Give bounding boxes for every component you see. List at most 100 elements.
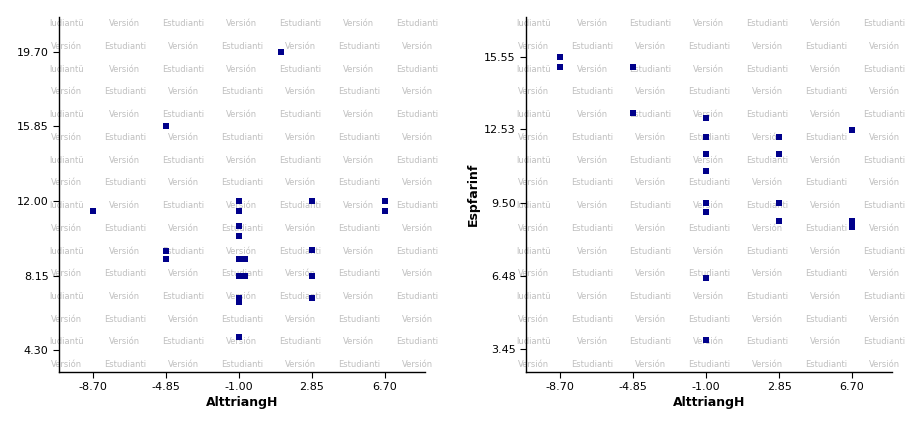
Text: Estudianti: Estudianti [571,87,613,96]
Text: ludiantü: ludiantü [516,110,551,119]
Text: Estudianti: Estudianti [805,360,847,369]
Point [772,134,786,141]
Text: Estudianti: Estudianti [396,201,438,210]
Point [232,334,246,340]
Text: Estudianti: Estudianti [805,269,847,278]
Point [699,209,713,216]
Text: Estudianti: Estudianti [688,269,730,278]
Text: Estudianti: Estudianti [571,315,613,324]
Text: Estudianti: Estudianti [162,110,204,119]
Text: Versión: Versión [109,292,140,301]
Text: Estudianti: Estudianti [338,360,379,369]
Text: Versión: Versión [343,19,375,28]
Point [305,198,319,204]
Text: Estudianti: Estudianti [805,87,847,96]
Text: Versión: Versión [168,133,198,142]
Text: Versión: Versión [518,133,549,142]
Point [159,123,174,130]
Point [378,207,392,214]
Text: Versión: Versión [284,133,316,142]
Point [845,127,859,134]
Text: Versión: Versión [284,178,316,187]
Text: Versión: Versión [402,224,433,233]
Text: Versión: Versión [810,65,842,74]
Text: Versión: Versión [752,224,783,233]
Text: Versión: Versión [752,360,783,369]
Text: Estudianti: Estudianti [396,337,438,346]
Text: Versión: Versión [518,315,549,324]
Text: Versión: Versión [635,42,666,51]
Text: Versión: Versión [635,178,666,187]
Text: Versión: Versión [284,224,316,233]
Point [305,246,319,253]
Text: Versión: Versión [343,292,375,301]
Text: Estudianti: Estudianti [162,19,204,28]
Text: Estudianti: Estudianti [747,247,788,256]
Text: Estudianti: Estudianti [221,87,263,96]
Text: Estudianti: Estudianti [338,87,379,96]
Text: Estudianti: Estudianti [396,110,438,119]
Point [699,134,713,141]
Text: Versión: Versión [168,178,198,187]
Point [305,272,319,279]
Text: Versión: Versión [343,247,375,256]
Text: Estudianti: Estudianti [863,110,905,119]
Text: Estudianti: Estudianti [338,133,379,142]
Text: Estudianti: Estudianti [221,315,263,324]
Point [553,53,568,60]
Point [232,256,246,262]
Text: Estudianti: Estudianti [747,292,788,301]
Point [305,295,319,302]
Point [378,198,392,204]
Text: Estudianti: Estudianti [688,360,730,369]
Point [237,256,252,262]
Text: Versión: Versión [577,110,607,119]
X-axis label: AlttriangH: AlttriangH [673,396,745,409]
Text: Estudianti: Estudianti [688,224,730,233]
Text: Estudianti: Estudianti [103,360,146,369]
Text: Estudianti: Estudianti [338,315,379,324]
Text: Versión: Versión [168,224,198,233]
X-axis label: AlttriangH: AlttriangH [206,396,278,409]
Text: Versión: Versión [226,155,258,164]
Text: Estudianti: Estudianti [279,247,321,256]
Text: Estudianti: Estudianti [162,337,204,346]
Text: Estudianti: Estudianti [747,201,788,210]
Text: Versión: Versión [810,201,842,210]
Point [626,64,641,71]
Text: Versión: Versión [226,19,258,28]
Text: ludiantü: ludiantü [49,201,84,210]
Text: Versión: Versión [402,360,433,369]
Text: Estudianti: Estudianti [688,87,730,96]
Text: Versión: Versión [752,87,783,96]
Point [378,198,392,204]
Text: Estudianti: Estudianti [396,292,438,301]
Text: Estudianti: Estudianti [279,155,321,164]
Text: Versión: Versión [635,224,666,233]
Point [305,295,319,302]
Text: Estudianti: Estudianti [279,201,321,210]
Text: Versión: Versión [577,19,607,28]
Text: Versión: Versión [168,269,198,278]
Text: Versión: Versión [810,110,842,119]
Text: Estudianti: Estudianti [747,337,788,346]
Text: Versión: Versión [693,337,725,346]
Text: Estudianti: Estudianti [103,315,146,324]
Text: ludiantü: ludiantü [49,247,84,256]
Point [699,199,713,206]
Point [772,151,786,158]
Text: Estudianti: Estudianti [162,65,204,74]
Point [86,207,101,214]
Text: Versión: Versión [226,292,258,301]
Text: Estudianti: Estudianti [279,110,321,119]
Text: Versión: Versión [109,201,140,210]
Point [232,233,246,239]
Text: Estudianti: Estudianti [629,65,672,74]
Text: Estudianti: Estudianti [747,19,788,28]
Text: Versión: Versión [284,360,316,369]
Text: ludiantü: ludiantü [49,155,84,164]
Text: Versión: Versión [693,155,725,164]
Text: Versión: Versión [518,178,549,187]
Text: Versión: Versión [226,110,258,119]
Text: Versión: Versión [226,247,258,256]
